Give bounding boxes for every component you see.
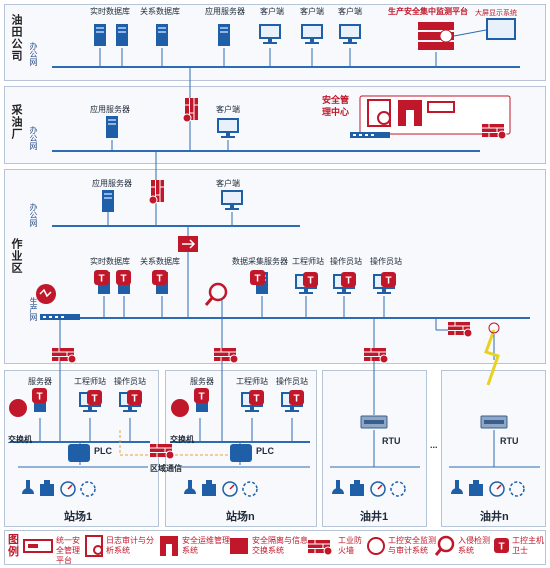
welln-rtu-label: RTU xyxy=(500,436,519,446)
client-label-2: 客户端 xyxy=(300,7,324,16)
plc-icon xyxy=(68,444,90,462)
regional-comm-label: 区域通信 xyxy=(150,464,182,473)
relational-db-label: 关系数据库 xyxy=(140,7,180,16)
unified-platform-icon xyxy=(427,101,455,113)
legend-item-4: 安全隔离与信息交换系统 xyxy=(252,536,308,555)
isolation-icon xyxy=(230,538,248,554)
legend-item-3: 安全运维管理系统 xyxy=(182,536,230,555)
intrusion-detection-icon xyxy=(208,282,228,302)
legend-item-2: 日志审计与分析系统 xyxy=(106,536,154,555)
security-center-label: 安全管理中心 xyxy=(322,95,350,117)
platform-server-icon xyxy=(418,22,454,30)
site1-operator-label: 操作员站 xyxy=(114,377,146,386)
siten-server-label: 服务器 xyxy=(190,377,214,386)
oilfield-label: 油田公司 xyxy=(10,14,22,62)
siten-engineer-label: 工程师站 xyxy=(236,377,268,386)
platform-title: 生产安全集中监测平台 xyxy=(388,7,468,16)
dots-1: ... xyxy=(430,440,438,450)
client-label-1: 客户端 xyxy=(260,7,284,16)
log-audit-icon xyxy=(85,535,103,557)
site1-label: 站场1 xyxy=(64,511,93,523)
client-label-3: 客户端 xyxy=(338,7,362,16)
siten-switch-label: 交换机 xyxy=(170,435,194,444)
operator-label-1: 操作员站 xyxy=(330,257,362,266)
production-net-label: 生产网 xyxy=(29,297,38,321)
siten-label: 站场n xyxy=(226,511,255,523)
site1-plc-label: PLC xyxy=(94,446,112,456)
site1-server-label: 服务器 xyxy=(28,377,52,386)
intrusion-detection-icon xyxy=(437,535,455,553)
legend-item-6: 工控安全监测与审计系统 xyxy=(388,536,436,555)
well1-label: 油井1 xyxy=(360,511,389,523)
oil-plant-label: 采油厂 xyxy=(10,104,22,140)
siten-plc-label: PLC xyxy=(256,446,274,456)
monitor-audit-icon xyxy=(9,399,27,417)
firewall-icon xyxy=(307,539,333,556)
office-net-label-2: 办公网 xyxy=(29,126,38,150)
realtime-db-label: 实时数据库 xyxy=(90,7,130,16)
legend-item-7: 入侵检测系统 xyxy=(458,536,490,555)
welln-label: 油井n xyxy=(480,511,509,523)
client-label-4: 客户端 xyxy=(216,105,240,114)
security-center-box xyxy=(359,95,511,135)
legend-item-1: 统一安全管理平台 xyxy=(56,536,80,565)
siten-operator-label: 操作员站 xyxy=(276,377,308,386)
app-server-label-3: 应用服务器 xyxy=(92,179,132,188)
app-server-label-2: 应用服务器 xyxy=(90,105,130,114)
site1-switch-label: 交换机 xyxy=(8,435,32,444)
realtime-db-label-2: 实时数据库 xyxy=(90,257,130,266)
operator-label-2: 操作员站 xyxy=(370,257,402,266)
engineer-label-1: 工程师站 xyxy=(292,257,324,266)
screen-system-label: 大屏显示系统 xyxy=(475,10,517,17)
app-server-label-1: 应用服务器 xyxy=(205,7,245,16)
audit-icon xyxy=(367,99,391,127)
client-label-5: 客户端 xyxy=(216,179,240,188)
relational-db-label-2: 关系数据库 xyxy=(140,257,180,266)
plc-icon xyxy=(230,444,252,462)
data-collect-label: 数据采集服务器 xyxy=(232,257,288,266)
host-guard-icon xyxy=(494,538,509,553)
legend-item-5: 工业防火墙 xyxy=(338,536,362,555)
monitor-audit-icon xyxy=(171,399,189,417)
office-net-label-3: 办公网 xyxy=(29,203,38,227)
operation-area-label: 作业区 xyxy=(10,238,22,274)
ics-monitor-icon xyxy=(367,537,385,555)
legend-item-8: 工控主机卫士 xyxy=(512,536,544,555)
legend-title: 图例 xyxy=(8,534,19,558)
office-net-label-1: 办公网 xyxy=(29,42,38,66)
site1-engineer-label: 工程师站 xyxy=(74,377,106,386)
wireless-icon xyxy=(488,322,500,334)
well1-rtu-label: RTU xyxy=(382,436,401,446)
